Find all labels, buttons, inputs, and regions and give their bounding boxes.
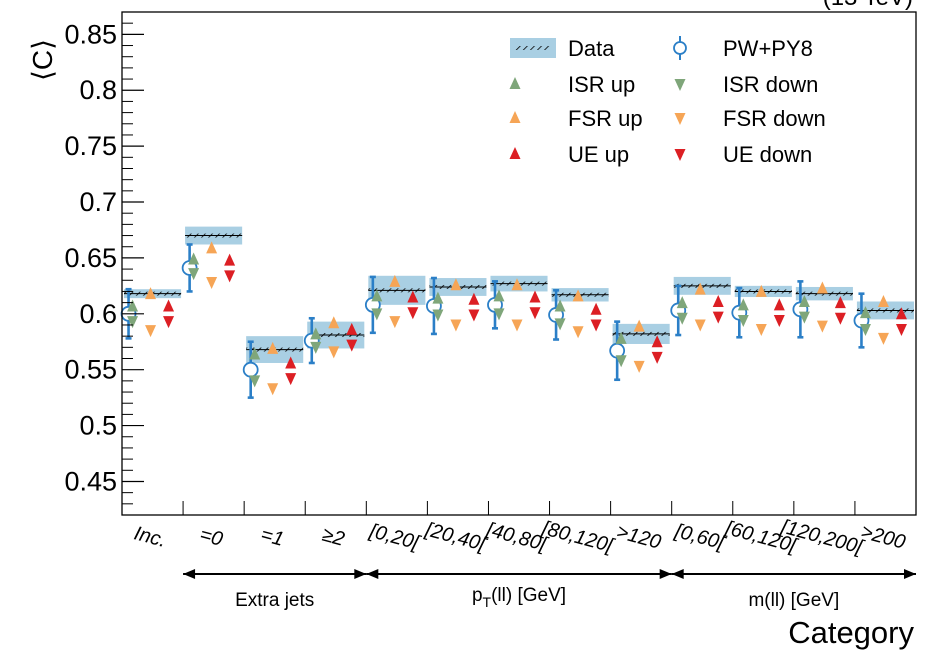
group-arrowhead [660,569,672,579]
x-tick-label: =1 [258,524,286,551]
x-tick-label: [80,120[ [539,517,618,558]
group-arrowhead [904,569,916,579]
fsr-down-point [695,320,706,332]
fsr-up-legend-marker [510,111,521,123]
isr-up-legend-marker [510,77,521,89]
legend: Data PW+PY8 ISR up ISR down FSR up FSR down UE… [510,36,826,167]
group-label: pT(ll) [GeV] [472,585,566,610]
legend-label: ISR up [568,72,635,97]
y-tick-label: 0.6 [79,299,117,329]
pw-py8-legend-marker [674,42,686,54]
x-tick-label: [0,60[ [672,520,729,555]
legend-label: FSR up [568,106,643,131]
group-arrowhead [672,569,684,579]
y-tick-label: 0.8 [79,75,117,105]
group-arrowhead [366,569,378,579]
fsr-down-point [817,321,828,333]
ue-down-point [774,315,785,327]
y-axis: 0.45 0.5 0.55 0.6 0.65 0.7 0.75 0.8 0.85 [64,19,144,503]
legend-label: UE down [723,142,812,167]
ue-down-point [468,309,479,321]
fsr-down-point [450,320,461,332]
ue-up-legend-marker [510,147,521,159]
x-tick-label: [0,20[ [366,520,423,555]
fsr-down-point [206,277,217,289]
legend-label: FSR down [723,106,826,131]
fsr-down-point [573,326,584,338]
fsr-down-point [328,346,339,358]
fsr-down-point [389,316,400,328]
ue-up-point [163,299,174,311]
fsr-down-point [634,361,645,373]
ue-down-point [163,316,174,328]
group-arrowhead [354,569,366,579]
y-tick-label: 0.65 [64,243,117,273]
legend-label: UE up [568,142,629,167]
legend-label: Data [568,36,615,61]
fsr-down-point [756,324,767,336]
y-tick-label: 0.85 [64,19,117,49]
x-tick-label: >120 [614,521,663,554]
ue-down-point [591,320,602,332]
legend-label: ISR down [723,72,818,97]
x-tick-label: =0 [197,524,225,551]
ue-down-point [530,307,541,319]
group-label: Extra jets [235,590,314,611]
data-legend-hatch [515,46,551,50]
fsr-down-point [267,383,278,395]
x-tick-label: >200 [858,521,907,554]
category-groups: Extra jets pT(ll) [GeV] m(ll) [GeV] [183,569,916,611]
x-tick-label: [20,40[ [422,518,490,556]
legend-label: PW+PY8 [723,36,813,61]
group-label: m(ll) [GeV] [748,590,839,611]
ue-down-point [285,373,296,385]
ue-up-point [591,303,602,315]
x-tick-label: ≥2 [320,524,347,551]
isr-down-legend-marker [675,79,686,91]
y-tick-label: 0.45 [64,466,117,496]
ue-up-point [224,254,235,266]
ue-up-point [530,291,541,303]
x-axis: Inc. =0 =1 ≥2 [0,20[[20,40[[40,80[[80,120[>1… [122,501,916,559]
group-arrowhead [183,569,195,579]
fsr-down-point [145,325,156,337]
fsr-down-point [878,333,889,345]
y-tick-label: 0.7 [79,187,117,217]
ue-down-point [224,270,235,282]
ue-down-point [835,313,846,325]
ue-up-point [774,298,785,310]
data-bands [124,227,914,363]
pw-py8-point [244,363,258,377]
fsr-up-point [878,295,889,307]
y-axis-title: ⟨C⟩ [27,39,58,81]
x-tick-label: Inc. [132,522,169,552]
ue-down-point [713,312,724,324]
ue-down-point [407,307,418,319]
x-axis-title: Category [788,615,914,650]
ue-down-point [896,324,907,336]
ue-up-point [713,295,724,307]
y-tick-label: 0.55 [64,355,117,385]
ue-down-point [652,352,663,364]
ue-down-legend-marker [675,149,686,161]
top-right-text: (13 TeV) [823,0,913,11]
y-tick-label: 0.5 [79,411,117,441]
fsr-down-legend-marker [675,113,686,125]
fsr-down-point [512,320,523,332]
series-markers [122,241,907,397]
y-tick-label: 0.75 [64,131,117,161]
